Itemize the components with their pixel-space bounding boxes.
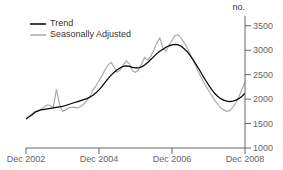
svg-text:1000: 1000 xyxy=(253,143,273,153)
svg-text:Dec 2002: Dec 2002 xyxy=(8,154,45,164)
html-text:Seasonally Adjusted: Seasonally Adjusted xyxy=(50,29,132,39)
svg-text:Dec 2004: Dec 2004 xyxy=(80,154,119,164)
svg-text:Dec 2008: Dec 2008 xyxy=(226,154,265,164)
svg-text:Dec 2006: Dec 2006 xyxy=(153,154,192,164)
svg-text:3000: 3000 xyxy=(253,45,273,55)
html-text:no.: no. xyxy=(232,2,245,12)
svg-text:2000: 2000 xyxy=(253,94,273,104)
html-text:Trend: Trend xyxy=(50,18,74,28)
svg-text:2500: 2500 xyxy=(253,70,273,80)
svg-text:3500: 3500 xyxy=(253,21,273,31)
svg-text:1500: 1500 xyxy=(253,119,273,129)
